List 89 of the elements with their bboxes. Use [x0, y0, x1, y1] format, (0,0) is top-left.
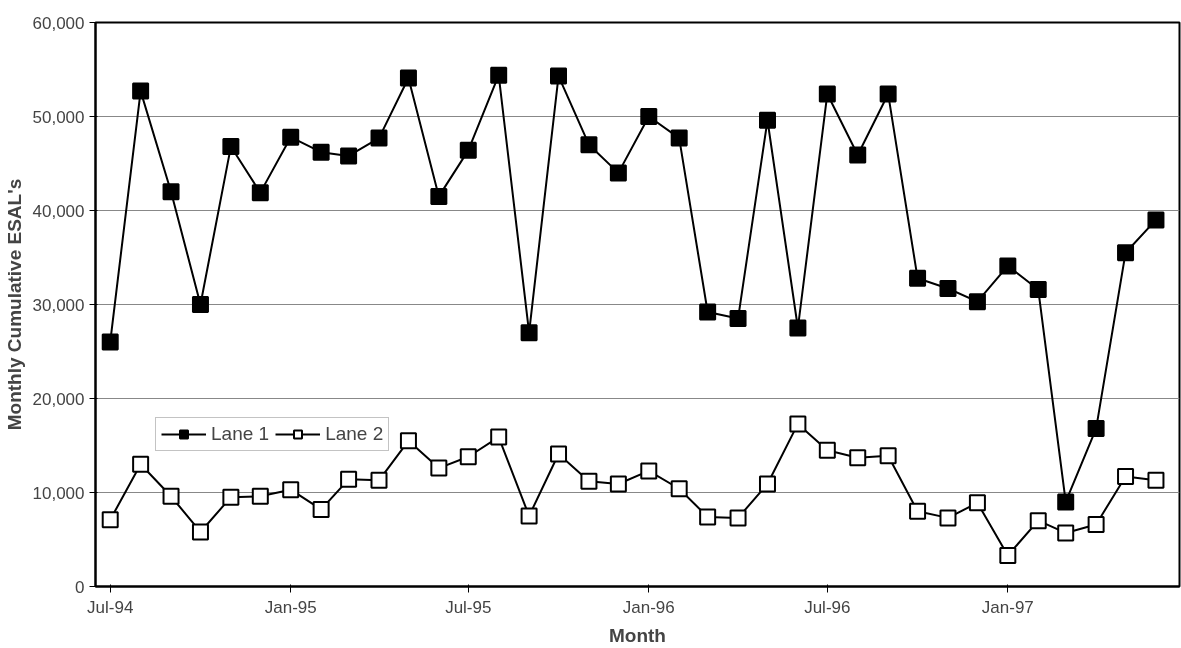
point [729, 310, 747, 328]
y-tick-label: 50,000 [32, 107, 85, 127]
point [909, 269, 927, 287]
point [1087, 420, 1105, 438]
y-tick-label: 60,000 [32, 13, 85, 33]
point [459, 141, 477, 159]
point [670, 480, 688, 498]
point [789, 319, 807, 337]
point [132, 455, 150, 473]
point [1087, 515, 1105, 533]
point [550, 67, 568, 85]
point [699, 303, 717, 321]
x-tick-label: Jan-95 [264, 597, 317, 617]
point [849, 449, 867, 467]
point [520, 507, 538, 525]
point [670, 129, 688, 147]
point [101, 333, 119, 351]
point [729, 509, 747, 527]
point [162, 487, 180, 505]
x-tick-label: Jan-97 [981, 597, 1034, 617]
point [879, 447, 897, 465]
point [340, 147, 358, 165]
point [490, 428, 508, 446]
point [939, 509, 957, 527]
point [849, 146, 867, 164]
x-tick-label: Jul-95 [445, 597, 492, 617]
point [1029, 512, 1047, 530]
point [370, 471, 388, 489]
point [162, 183, 180, 201]
point [999, 257, 1017, 275]
x-tick-label: Jul-94 [87, 597, 134, 617]
point [520, 324, 538, 342]
x-axis-title: Month [609, 624, 666, 646]
point [640, 462, 658, 480]
point [909, 502, 927, 520]
point [370, 129, 388, 147]
point [1057, 524, 1075, 542]
point [1117, 244, 1135, 262]
point [251, 184, 269, 202]
y-tick-label: 10,000 [32, 483, 85, 503]
y-axis-title: Monthly Cumulative ESAL's [3, 178, 25, 431]
point [1057, 493, 1075, 511]
x-tick-label: Jul-96 [804, 597, 851, 617]
point [758, 475, 776, 493]
point [609, 164, 627, 182]
point [939, 280, 957, 298]
y-tick-label: 30,000 [32, 295, 85, 315]
point [430, 459, 448, 477]
y-tick-label: 0 [75, 577, 85, 597]
x-tick-label: Jan-96 [622, 597, 675, 617]
point [399, 432, 417, 450]
point [879, 85, 897, 103]
point [222, 138, 240, 156]
point [789, 415, 807, 433]
point [999, 546, 1017, 564]
point [1029, 280, 1047, 298]
point [609, 475, 627, 493]
point [312, 500, 330, 518]
point [282, 481, 300, 499]
point [191, 523, 209, 541]
point [101, 511, 119, 529]
point [282, 128, 300, 146]
legend-label: Lane 2 [325, 423, 384, 445]
point [1147, 471, 1165, 489]
point [818, 85, 836, 103]
point [312, 143, 330, 161]
point [459, 448, 477, 466]
point [251, 487, 269, 505]
point [340, 470, 358, 488]
y-tick-label: 20,000 [32, 389, 85, 409]
point [580, 136, 598, 154]
point [968, 293, 986, 311]
point [758, 111, 776, 129]
point [699, 508, 717, 526]
point [968, 494, 986, 512]
point [818, 441, 836, 459]
point [550, 445, 568, 463]
point [640, 108, 658, 125]
point [1147, 211, 1165, 229]
point [430, 187, 448, 205]
point [1117, 468, 1135, 486]
point [132, 82, 150, 100]
point [580, 472, 598, 490]
y-tick-label: 40,000 [32, 201, 85, 221]
point [222, 488, 240, 506]
point [191, 296, 209, 313]
point [399, 69, 417, 87]
point [490, 66, 508, 84]
legend-label: Lane 1 [211, 423, 270, 445]
